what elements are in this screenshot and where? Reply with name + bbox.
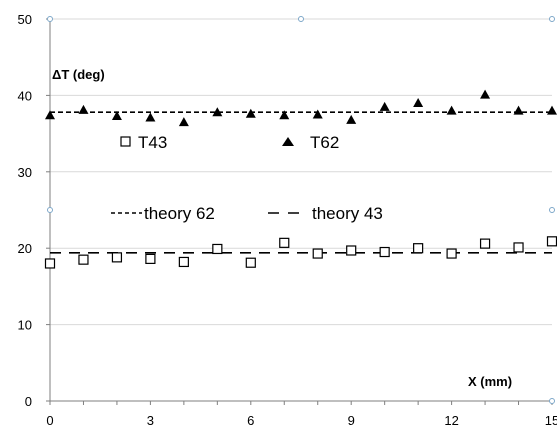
y-tick-label: 0 [25, 394, 32, 409]
legend-t62: T62 [282, 133, 339, 152]
legend-t62-label: T62 [310, 133, 339, 152]
x-tick-label: 15 [545, 413, 557, 428]
point-t43 [346, 245, 357, 256]
point-t62 [279, 110, 290, 120]
point-t62 [245, 108, 256, 118]
point-t43 [178, 256, 189, 268]
y-tick-label: 30 [18, 165, 32, 180]
point-t62 [312, 109, 323, 119]
point-t62 [212, 107, 223, 117]
point-t62 [346, 114, 357, 124]
legend-theory43: theory 43 [268, 204, 383, 223]
point-t62 [513, 105, 524, 115]
point-t43 [44, 258, 56, 269]
selection-handles [47, 16, 555, 404]
x-tick-label: 0 [46, 413, 53, 428]
point-t43 [446, 248, 457, 259]
x-tick-label: 12 [444, 413, 458, 428]
selection-handle [298, 16, 304, 22]
tick-labels: 0 10 20 30 40 50 0 3 6 9 12 15 [18, 12, 557, 428]
x-tick-label: 9 [348, 413, 355, 428]
point-t43 [479, 238, 491, 249]
point-t62 [45, 110, 55, 120]
y-tick-label: 50 [18, 12, 32, 27]
point-t62 [547, 105, 557, 115]
x-tick-label: 3 [147, 413, 154, 428]
point-t62 [480, 89, 491, 99]
point-t62 [111, 111, 122, 121]
point-t43 [379, 246, 390, 258]
point-t43 [546, 236, 557, 247]
point-t62 [379, 101, 390, 111]
legend-theory62-label: theory 62 [144, 204, 215, 223]
selection-handle [47, 207, 53, 213]
selection-handle [47, 16, 53, 22]
legend-t43: T43 [120, 133, 167, 152]
y-tick-label: 10 [18, 318, 32, 333]
point-t62 [178, 117, 189, 127]
point-t62 [413, 98, 424, 108]
legend-t62-marker [282, 137, 294, 146]
selection-handle [549, 16, 555, 22]
y-axis-title: ΔT (deg) [52, 67, 105, 82]
point-t43 [145, 253, 156, 264]
point-t43 [78, 254, 89, 265]
point-t43 [245, 257, 256, 268]
point-t62 [78, 104, 89, 114]
y-tick-label: 20 [18, 241, 32, 256]
data-points [44, 89, 557, 269]
x-axis-title: X (mm) [468, 374, 512, 389]
point-t62 [145, 112, 156, 122]
point-t43 [312, 248, 323, 259]
y-tick-label: 40 [18, 88, 32, 103]
point-t43 [279, 237, 290, 248]
theory-lines [50, 111, 552, 254]
legend-t43-marker [120, 136, 131, 147]
point-t43 [513, 242, 524, 253]
point-t43 [212, 243, 223, 255]
selection-handle [549, 207, 555, 213]
legend-t43-label: T43 [138, 133, 167, 152]
legend-theory62: theory 62 [111, 204, 215, 223]
selection-handle [549, 398, 555, 404]
point-t43 [413, 243, 424, 254]
point-t43 [111, 252, 123, 263]
legend-theory43-label: theory 43 [312, 204, 383, 223]
axes [46, 18, 553, 405]
gridlines [50, 18, 552, 326]
point-t62 [446, 105, 457, 115]
x-tick-label: 6 [247, 413, 254, 428]
